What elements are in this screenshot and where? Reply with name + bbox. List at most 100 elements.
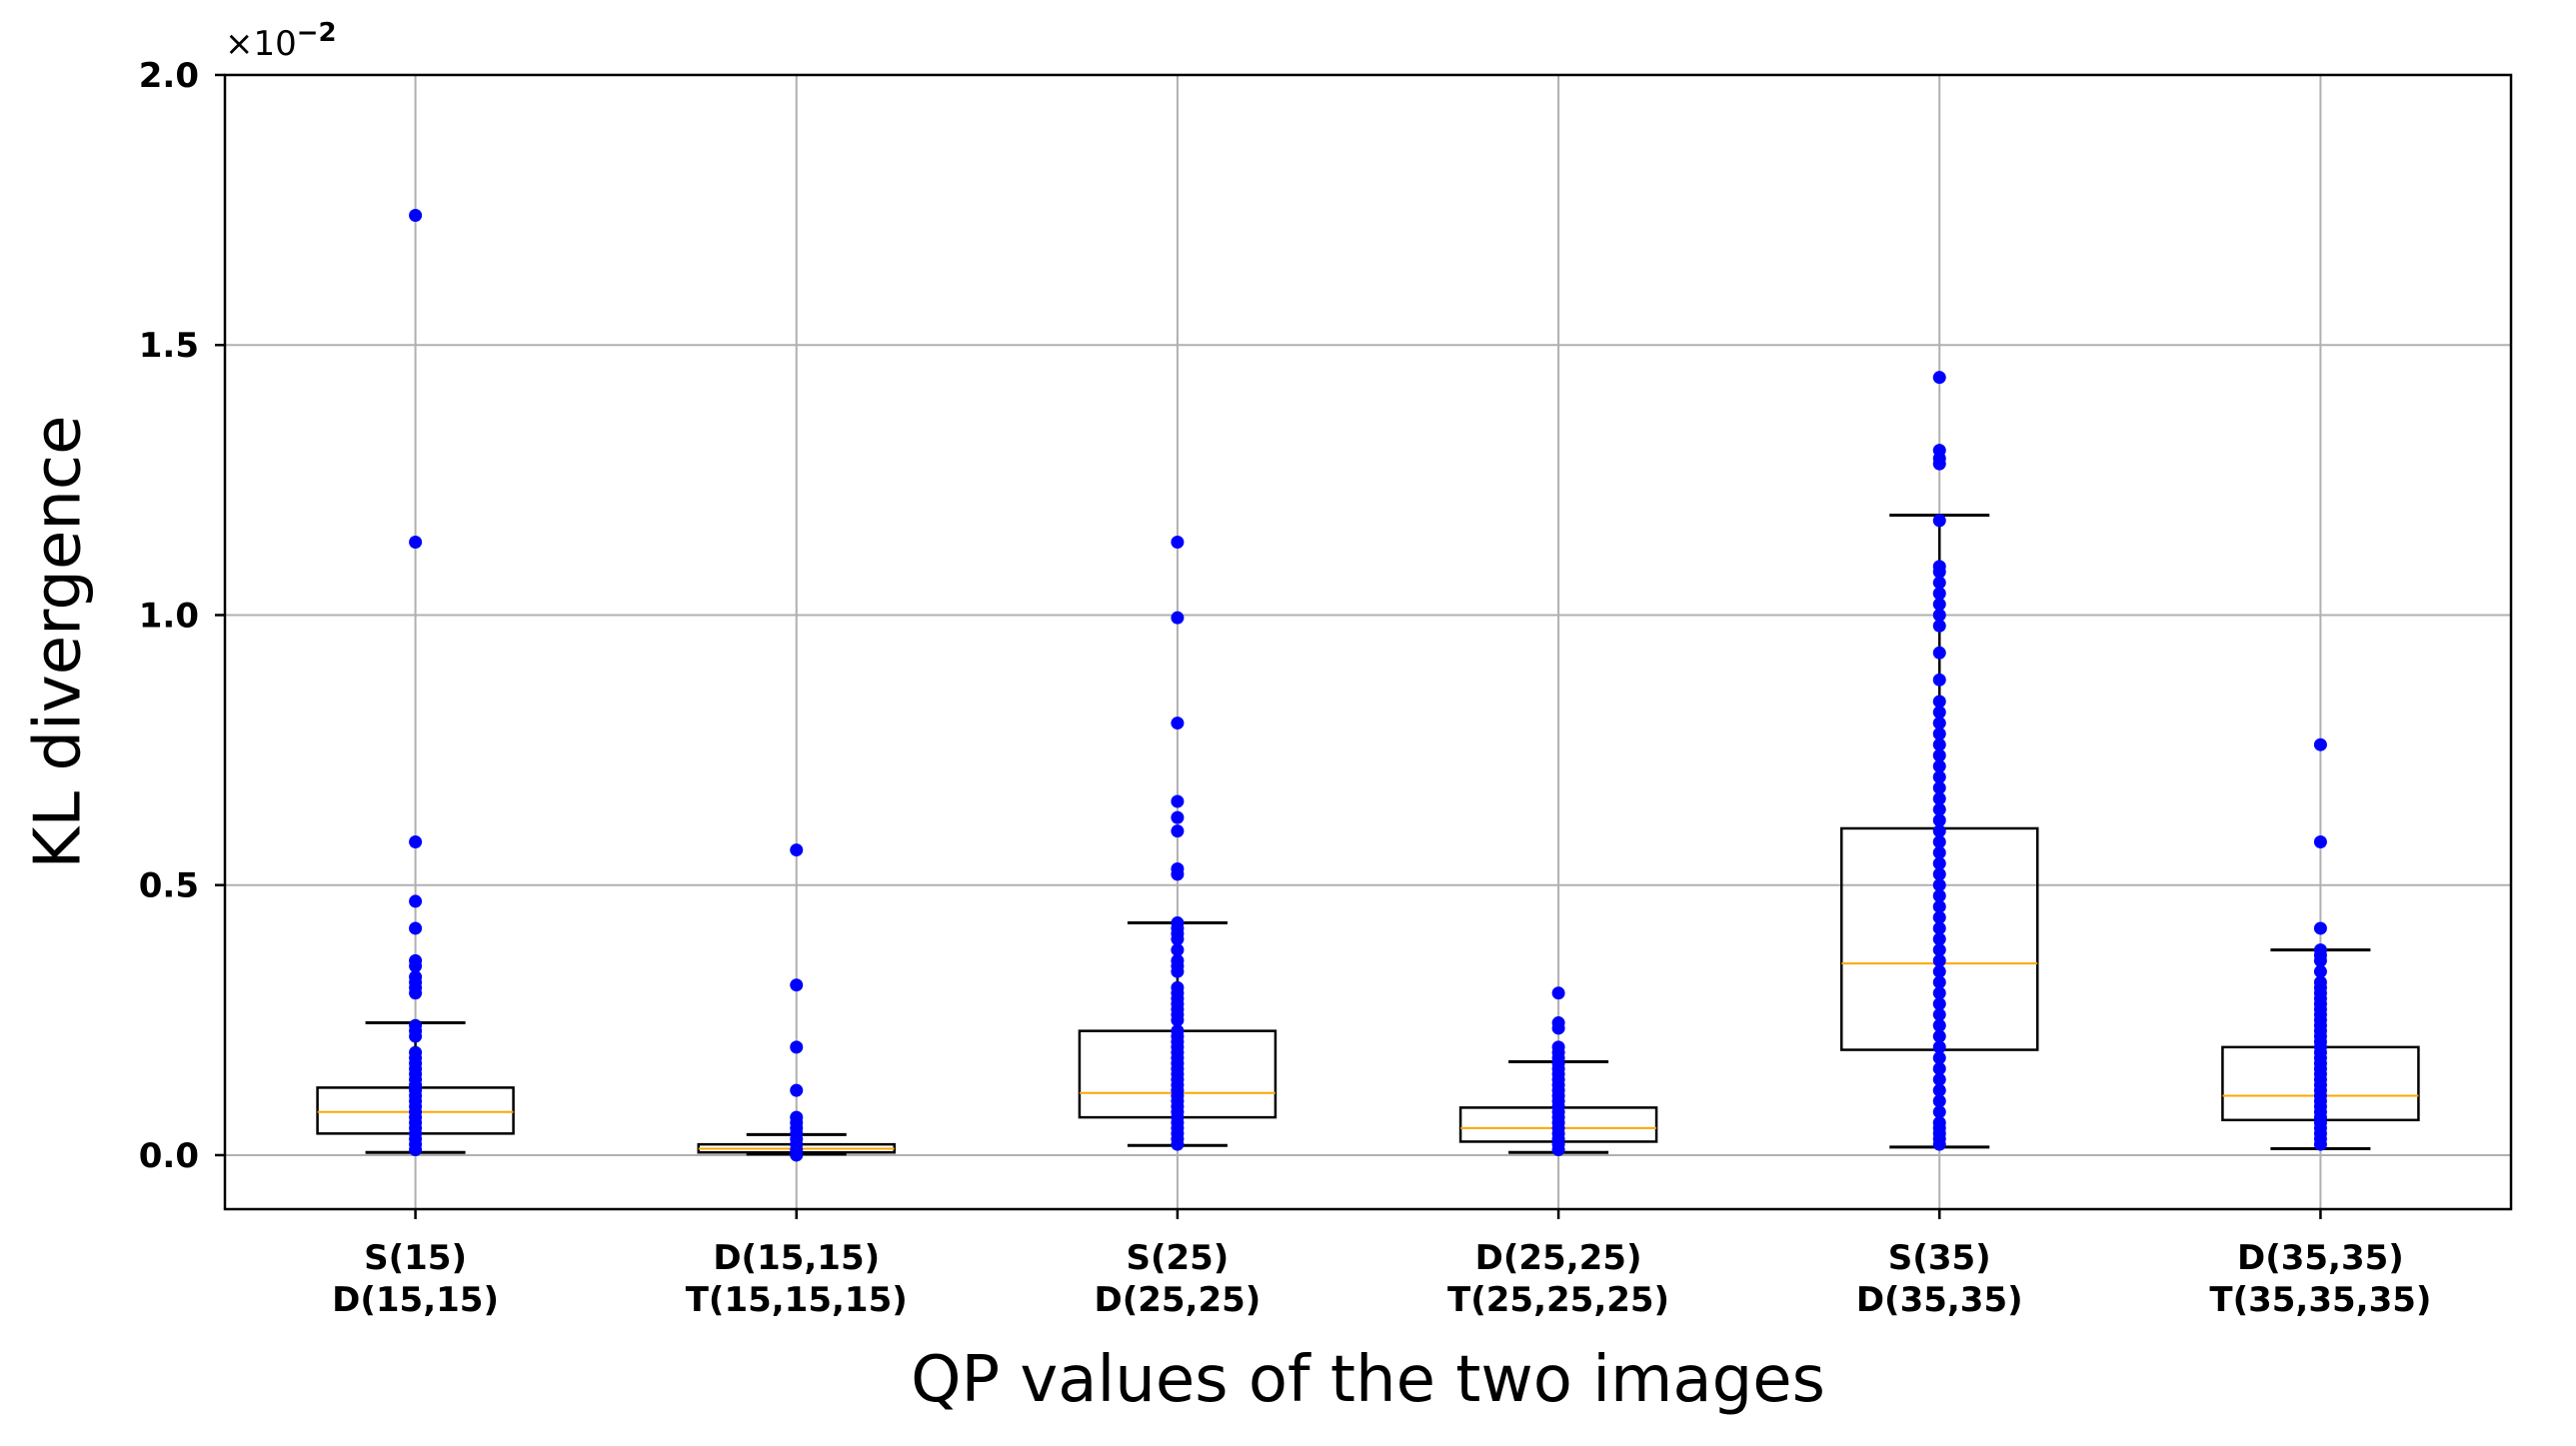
data-point: [1932, 726, 1946, 740]
x-tick-label-line1: D(15,15): [713, 1238, 880, 1278]
x-tick-label-line2: T(35,35,35): [2209, 1280, 2431, 1320]
data-point: [1932, 878, 1946, 892]
data-point: [1171, 867, 1185, 881]
data-point: [409, 536, 423, 550]
data-point: [409, 1143, 423, 1157]
data-point: [1932, 975, 1946, 989]
data-point: [2313, 1137, 2327, 1151]
data-point: [1171, 964, 1185, 978]
data-point: [1932, 619, 1946, 633]
data-point: [1932, 953, 1946, 967]
data-point: [1932, 910, 1946, 924]
boxes: [316, 513, 2420, 1156]
data-point: [1932, 1094, 1946, 1108]
data-point: [1932, 748, 1946, 762]
x-tick-label-line1: S(25): [1126, 1238, 1229, 1278]
data-point: [409, 894, 423, 908]
data-point: [1932, 1007, 1946, 1021]
x-tick-label-line2: T(15,15,15): [686, 1280, 908, 1320]
data-point: [1932, 737, 1946, 751]
x-tick-label-line2: D(35,35): [1856, 1280, 2023, 1320]
x-tick-label-line2: T(25,25,25): [1447, 1280, 1669, 1320]
data-point: [1932, 1061, 1946, 1075]
y-tick-label: 1.5: [139, 326, 199, 366]
data-point: [409, 834, 423, 848]
data-point: [1932, 889, 1946, 903]
data-point: [790, 843, 804, 857]
data-point: [1171, 536, 1185, 550]
data-point: [1932, 1072, 1946, 1086]
y-tick-label: 0.0: [139, 1136, 199, 1176]
data-point: [409, 209, 423, 223]
data-point: [1932, 964, 1946, 978]
data-point: [1932, 834, 1946, 848]
y-axis-ticks: 0.0 0.5 1.0 1.5 2.0: [139, 56, 225, 1176]
y-offset-label: ×10−2: [225, 18, 337, 64]
data-point: [1932, 565, 1946, 579]
data-point: [1171, 717, 1185, 730]
data-point: [1932, 695, 1946, 709]
data-point: [1932, 802, 1946, 816]
data-point: [1171, 810, 1185, 824]
data-point: [1932, 371, 1946, 385]
data-point: [1932, 646, 1946, 660]
data-point: [1551, 986, 1565, 1000]
x-axis-title: QP values of the two images: [911, 1343, 1825, 1417]
data-point: [1171, 943, 1185, 957]
data-point: [1932, 1137, 1946, 1151]
data-point: [1932, 587, 1946, 601]
data-point: [409, 959, 423, 973]
data-point: [1171, 1137, 1185, 1151]
data-point: [790, 1083, 804, 1097]
data-point: [1932, 780, 1946, 794]
data-point: [790, 1040, 804, 1054]
data-point: [1932, 943, 1946, 957]
y-tick-label: 2.0: [139, 56, 199, 96]
y-offset-exponent: −2: [297, 18, 337, 48]
plot-frame: [223, 73, 2513, 1211]
data-point: [1932, 791, 1946, 805]
y-offset-base: ×10: [225, 24, 297, 64]
data-point: [1932, 717, 1946, 730]
data-point: [1171, 824, 1185, 838]
x-tick-label-line1: S(35): [1888, 1238, 1991, 1278]
data-points: [409, 209, 2327, 1162]
data-point: [1932, 899, 1946, 913]
data-point: [1932, 1029, 1946, 1043]
data-point: [1932, 932, 1946, 946]
data-point: [1551, 1021, 1565, 1035]
data-point: [1932, 770, 1946, 784]
x-tick-label-line2: D(25,25): [1094, 1280, 1261, 1320]
x-tick-label-line1: S(15): [364, 1238, 467, 1278]
data-point: [1932, 1083, 1946, 1097]
x-axis-ticks: S(15)D(15,15)D(15,15)T(15,15,15)S(25)D(2…: [332, 1209, 2431, 1320]
data-point: [1932, 1051, 1946, 1065]
data-point: [1551, 1143, 1565, 1157]
data-point: [1932, 845, 1946, 859]
data-point: [2313, 953, 2327, 967]
x-tick-label-line1: D(35,35): [2237, 1238, 2404, 1278]
data-point: [1932, 598, 1946, 612]
data-point: [409, 986, 423, 1000]
y-tick-label: 0.5: [139, 866, 199, 906]
data-point: [2313, 921, 2327, 935]
data-point: [1932, 997, 1946, 1011]
y-tick-label: 1.0: [139, 596, 199, 636]
data-point: [1932, 921, 1946, 935]
data-point: [790, 978, 804, 992]
data-point: [1932, 673, 1946, 687]
data-point: [1171, 1013, 1185, 1027]
x-tick-label-line2: D(15,15): [332, 1280, 499, 1320]
data-point: [2313, 834, 2327, 848]
data-point: [1171, 932, 1185, 946]
data-point: [2313, 964, 2327, 978]
data-point: [2313, 737, 2327, 751]
data-point: [1932, 576, 1946, 590]
data-point: [1932, 759, 1946, 773]
data-point: [409, 1029, 423, 1043]
data-point: [1932, 856, 1946, 870]
data-point: [1932, 608, 1946, 622]
data-point: [790, 1148, 804, 1162]
data-point: [1932, 813, 1946, 827]
